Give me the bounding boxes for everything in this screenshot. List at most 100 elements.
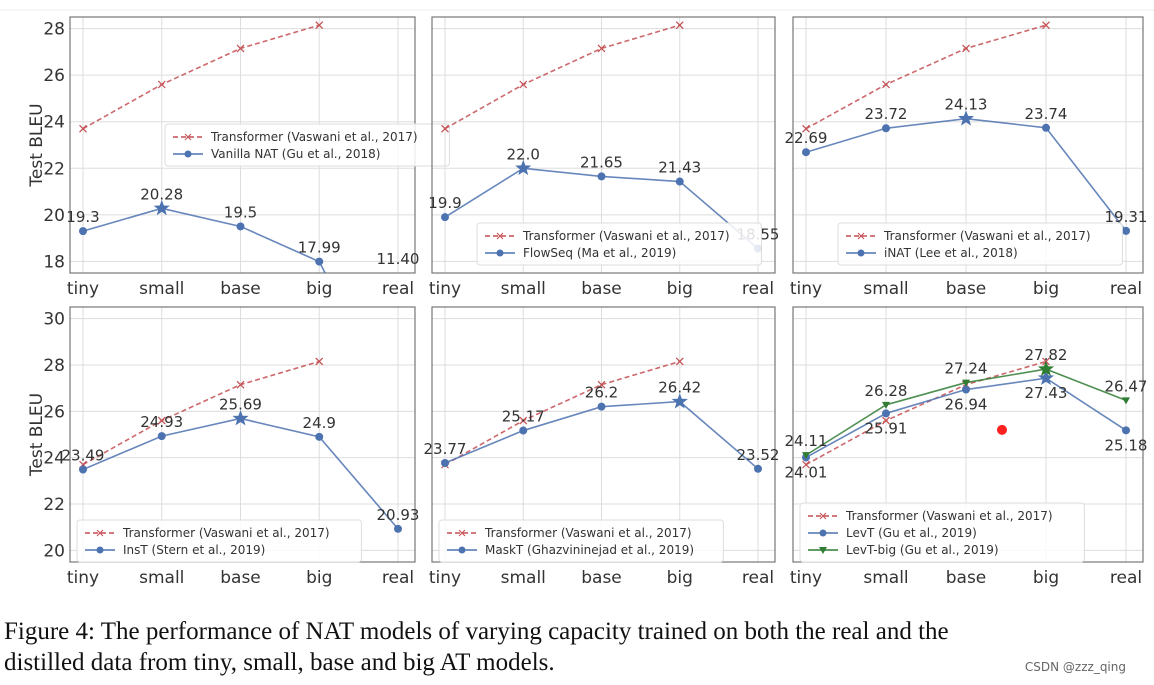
star-marker <box>1037 360 1055 376</box>
figure-caption: Figure 4: The performance of NAT models … <box>4 616 1154 678</box>
subplot-5: tiny small base big real 23.77 25.17 26.2 26.42 2… <box>424 306 780 588</box>
y-tick-label: 22 <box>43 159 65 179</box>
x-tick-label: small <box>863 279 908 299</box>
point-marker <box>1122 426 1130 435</box>
point-marker <box>441 459 449 468</box>
data-label: 24.9 <box>303 414 336 432</box>
data-label: 23.49 <box>62 447 105 465</box>
legend-label: Vanilla NAT (Gu et al., 2018) <box>211 147 380 161</box>
legend-label: FlowSeq (Ma et al., 2019) <box>523 246 676 260</box>
legend-point-marker <box>496 249 504 257</box>
series-line <box>82 24 320 130</box>
data-label: 23.52 <box>737 446 780 464</box>
data-label: 24.13 <box>945 96 988 114</box>
point-marker <box>802 148 810 157</box>
x-marker <box>519 80 528 89</box>
x-tick-label: real <box>742 568 774 588</box>
point-marker <box>315 432 324 441</box>
y-tick-label: 26 <box>43 402 65 422</box>
x-tick-label: big <box>306 279 332 299</box>
x-tick-label: base <box>220 568 261 588</box>
y-axis-label: Test BLEU <box>27 393 47 477</box>
legend-triangle-marker <box>819 547 827 554</box>
x-tick-label: big <box>667 568 693 588</box>
x-tick-label: small <box>501 568 546 588</box>
x-marker <box>315 21 324 30</box>
x-marker <box>597 380 606 389</box>
y-tick-label: 20 <box>43 541 65 561</box>
star-marker <box>515 159 532 176</box>
x-marker <box>157 416 166 425</box>
x-marker <box>441 124 449 133</box>
x-marker <box>962 44 970 53</box>
x-tick-label: tiny <box>790 279 822 299</box>
x-tick-label: tiny <box>429 279 461 299</box>
data-label: 22.69 <box>785 129 828 147</box>
legend-box <box>837 222 1123 266</box>
y-tick-label: 26 <box>43 66 65 86</box>
point-marker <box>315 257 324 266</box>
legend-label: InsT (Stern et al., 2019) <box>123 543 265 557</box>
x-marker <box>519 416 528 425</box>
series-line <box>82 360 320 466</box>
data-label: 26.47 <box>1105 377 1148 395</box>
plot-frame <box>431 16 776 274</box>
x-tick-label: big <box>1033 568 1059 588</box>
x-tick-label: small <box>501 279 546 299</box>
subplot-1: tiny small base big real 18 20 22 24 26 28 Test BLE… <box>27 16 450 299</box>
x-marker <box>1042 21 1050 30</box>
data-label: 23.77 <box>424 440 467 458</box>
subplot-4: tiny small base big real 20 22 24 26 28 30 Test BLE… <box>27 306 419 588</box>
data-label: 25.17 <box>502 408 545 426</box>
data-label: 19.5 <box>224 203 257 221</box>
legend: Transformer (Vaswani et al., 2017) iNAT (… <box>837 222 1123 266</box>
data-label: 22.0 <box>507 145 540 163</box>
x-tick-label: tiny <box>429 568 461 588</box>
x-tick-label: real <box>742 279 774 299</box>
point-marker <box>882 124 890 133</box>
watermark: CSDN @zzz_qing <box>1024 660 1126 674</box>
point-marker <box>441 213 449 222</box>
point-marker <box>236 222 245 231</box>
point-marker <box>597 172 606 181</box>
subplot-6: tiny small base big real 24.01 25.91 26.94 27.43… <box>785 306 1148 588</box>
series-area <box>79 21 327 273</box>
star-marker <box>671 393 688 409</box>
y-axis-label: Test BLEU <box>27 103 47 187</box>
data-label: 26.28 <box>865 382 908 400</box>
series-line <box>805 24 1047 130</box>
point-marker <box>394 524 402 533</box>
x-marker <box>597 44 606 53</box>
y-tick-label: 28 <box>43 356 65 376</box>
data-label: 11.40 <box>377 250 420 268</box>
legend: Transformer (Vaswani et al., 2017) LevT (… <box>799 502 1085 563</box>
x-marker <box>236 380 245 389</box>
legend-x-marker <box>184 133 192 141</box>
legend-box <box>76 519 362 563</box>
point-marker <box>1122 226 1130 235</box>
x-tick-label: small <box>863 568 908 588</box>
x-marker <box>802 124 810 133</box>
x-tick-label: base <box>946 279 987 299</box>
x-tick-label: big <box>1033 279 1059 299</box>
data-label: 23.72 <box>865 105 908 123</box>
series-area <box>802 357 1130 469</box>
legend-label: Transformer (Vaswani et al., 2017) <box>522 229 730 243</box>
data-label: 20.28 <box>140 185 183 203</box>
series-line <box>444 360 680 466</box>
legend-point-marker <box>819 529 827 537</box>
data-label: 19.9 <box>428 194 461 212</box>
caption-line-2: distilled data from tiny, small, base an… <box>4 649 555 676</box>
triangle-marker <box>882 401 890 409</box>
star-marker <box>232 410 249 426</box>
legend-x-marker <box>496 232 504 240</box>
series-area <box>79 357 402 533</box>
point-marker <box>519 426 528 435</box>
plot-frame <box>792 16 1144 274</box>
y-tick-label: 22 <box>43 495 65 515</box>
x-marker <box>675 21 684 30</box>
data-label: 27.24 <box>945 360 988 378</box>
legend-label: Transformer (Vaswani et al., 2017) <box>484 526 692 540</box>
x-tick-label: base <box>581 279 622 299</box>
star-marker <box>957 110 975 126</box>
